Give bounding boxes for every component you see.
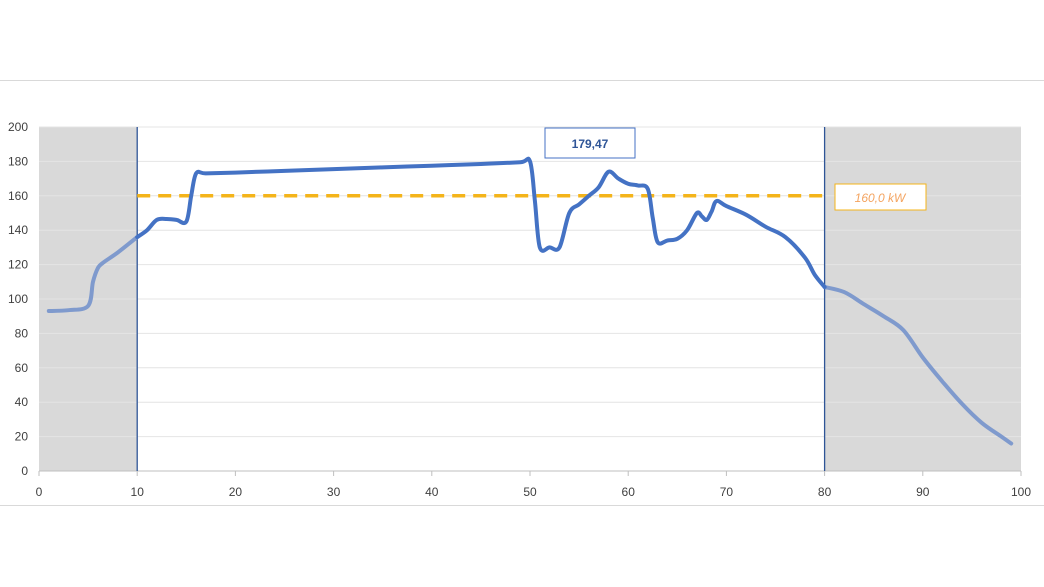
- series-line-start: [46, 235, 140, 313]
- y-tick-label: 180: [8, 154, 28, 168]
- y-tick-label: 20: [15, 430, 29, 444]
- series-line-end: [822, 285, 1014, 446]
- reference-label: 160,0 kW: [855, 191, 907, 205]
- y-tick-label: 100: [8, 292, 28, 306]
- x-tick-label: 0: [36, 485, 43, 499]
- y-tick-label: 80: [15, 326, 29, 340]
- line-chart: 0 20 40 60 80 100 120 140 160 180 200 0 10 20 30 40 50 6…: [8, 120, 1031, 499]
- peak-label-box: [544, 127, 636, 159]
- y-tick-label: 60: [15, 361, 29, 375]
- reference-label-box: [834, 183, 927, 211]
- peak-label: 179,47: [572, 137, 609, 151]
- x-tick-label: 10: [131, 485, 145, 499]
- x-tick-label: 40: [425, 485, 439, 499]
- y-tick-label: 120: [8, 258, 28, 272]
- x-tick-label: 70: [720, 485, 734, 499]
- x-tick-label: 30: [327, 485, 341, 499]
- x-tick-label: 50: [523, 485, 537, 499]
- y-tick-label: 0: [21, 464, 28, 478]
- y-tick-label: 160: [8, 189, 28, 203]
- x-tick-label: 20: [229, 485, 243, 499]
- x-tick-label: 80: [818, 485, 832, 499]
- y-tick-label: 200: [8, 120, 28, 134]
- series-line-main: [135, 156, 827, 289]
- x-tick-label: 90: [916, 485, 930, 499]
- x-tick-label: 100: [1011, 485, 1031, 499]
- x-tick-label: 60: [622, 485, 636, 499]
- y-tick-label: 40: [15, 395, 29, 409]
- y-tick-label: 140: [8, 223, 28, 237]
- chart-frame: 0 20 40 60 80 100 120 140 160 180 200 0 10 20 30 40 50 6…: [0, 80, 1044, 506]
